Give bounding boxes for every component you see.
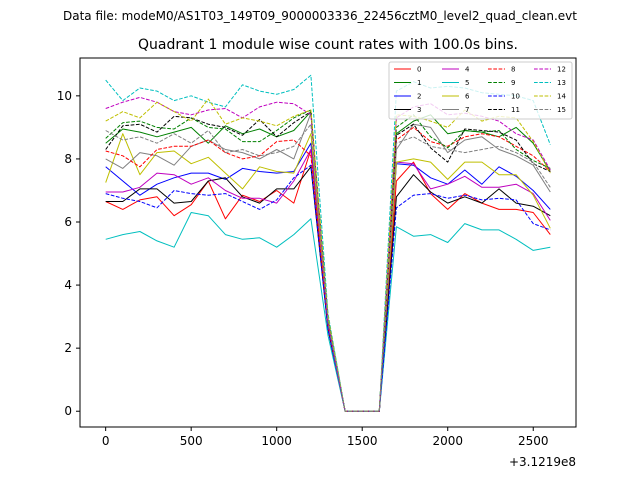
series-line-15	[105, 123, 551, 412]
y-tick-label: 0	[64, 404, 72, 418]
x-axis-offset-label: +3.1219e8	[509, 455, 576, 469]
x-tick-label: 0	[102, 434, 110, 448]
y-tick-label: 2	[64, 341, 72, 355]
x-tick-label: 1500	[347, 434, 378, 448]
y-tick-label: 8	[64, 152, 72, 166]
legend-label-0: 0	[417, 66, 421, 74]
legend-box	[388, 61, 573, 120]
legend-label-12: 12	[557, 66, 566, 74]
y-tick-label: 4	[64, 278, 72, 292]
legend-label-9: 9	[511, 79, 515, 87]
legend-label-13: 13	[557, 79, 566, 87]
y-axis: 0 2 4 6 8 10	[57, 89, 80, 418]
figure-suptitle: Data file: modeM0/AS1T03_149T09_90000033…	[63, 9, 577, 23]
y-tick-label: 10	[57, 89, 72, 103]
series-layer	[105, 74, 551, 412]
legend-label-10: 10	[511, 93, 520, 101]
legend-label-11: 11	[511, 106, 520, 114]
x-axis: 0 500 1000 1500 2000 2500	[102, 427, 549, 448]
series-line-5	[105, 212, 551, 412]
legend-label-8: 8	[511, 66, 515, 74]
legend-label-6: 6	[465, 93, 470, 101]
legend-label-2: 2	[417, 93, 421, 101]
legend-label-14: 14	[557, 93, 566, 101]
axes-frame	[79, 57, 577, 428]
y-tick-label: 6	[64, 215, 72, 229]
x-tick-label: 2000	[432, 434, 463, 448]
legend-label-15: 15	[557, 106, 566, 114]
legend-label-4: 4	[465, 66, 470, 74]
x-tick-label: 1000	[261, 434, 292, 448]
x-tick-label: 500	[180, 434, 203, 448]
x-tick-label: 2500	[518, 434, 549, 448]
series-line-10	[105, 164, 551, 412]
chart-title: Quadrant 1 module wise count rates with …	[138, 37, 518, 53]
legend-label-3: 3	[417, 106, 421, 114]
legend-label-1: 1	[417, 79, 421, 87]
legend-label-5: 5	[465, 79, 469, 87]
legend-label-7: 7	[465, 106, 469, 114]
